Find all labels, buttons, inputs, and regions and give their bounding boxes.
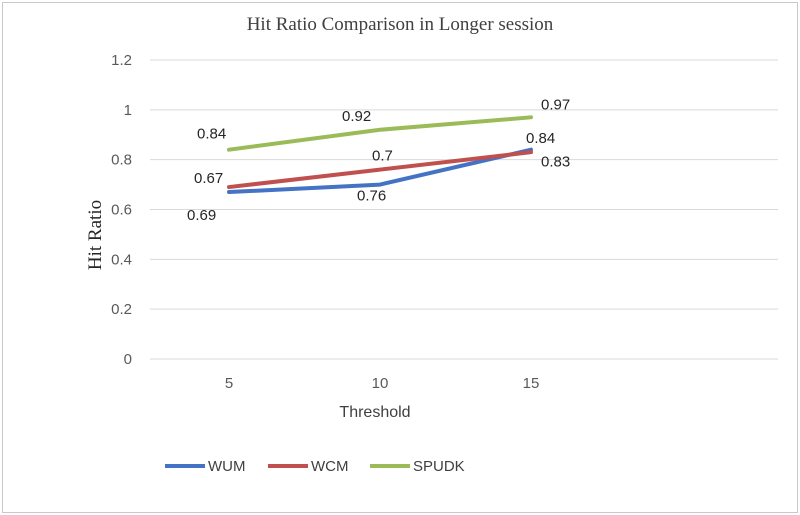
series-line-wum [227, 147, 533, 195]
legend-label-spudk: SPUDK [413, 458, 465, 475]
data-label-wcm: 0.67 [194, 170, 223, 187]
x-axis-title: Threshold [339, 404, 410, 421]
y-tick-label: 1.2 [111, 52, 132, 69]
y-axis-ticks: 0 0.2 0.4 0.6 0.8 1 1.2 [111, 52, 132, 368]
y-tick-label: 0 [124, 351, 132, 368]
data-label-wcm: 0.84 [526, 130, 555, 147]
data-label-wum: 0.83 [541, 154, 570, 171]
data-labels: 0.69 0.76 0.83 0.67 0.7 0.84 0.84 0.92 0.97 [187, 96, 570, 224]
legend-label-wum: WUM [208, 458, 246, 475]
x-tick-label: 10 [372, 375, 389, 392]
legend: WUM WCM SPUDK [165, 458, 465, 475]
series-lines [227, 115, 533, 195]
gridlines [150, 59, 778, 360]
y-tick-label: 0.4 [111, 251, 132, 268]
data-label-spudk: 0.97 [541, 96, 570, 113]
chart-title: Hit Ratio Comparison in Longer session [247, 14, 554, 35]
y-tick-label: 0.6 [111, 202, 132, 219]
legend-label-wcm: WCM [311, 458, 349, 475]
y-axis-title: Hit Ratio [85, 200, 106, 270]
y-tick-label: 0.2 [111, 301, 132, 318]
series-line-spudk [227, 115, 533, 152]
data-label-spudk: 0.84 [197, 126, 226, 143]
x-tick-label: 15 [523, 375, 540, 392]
data-label-wum: 0.69 [187, 207, 216, 224]
series-line-wcm [227, 150, 533, 190]
x-axis-ticks: 5 10 15 [225, 375, 540, 392]
data-label-wum: 0.76 [357, 188, 386, 205]
data-label-spudk: 0.92 [342, 108, 371, 125]
data-label-wcm: 0.7 [372, 148, 393, 165]
x-tick-label: 5 [225, 375, 233, 392]
y-tick-label: 0.8 [111, 152, 132, 169]
y-tick-label: 1 [124, 102, 132, 119]
